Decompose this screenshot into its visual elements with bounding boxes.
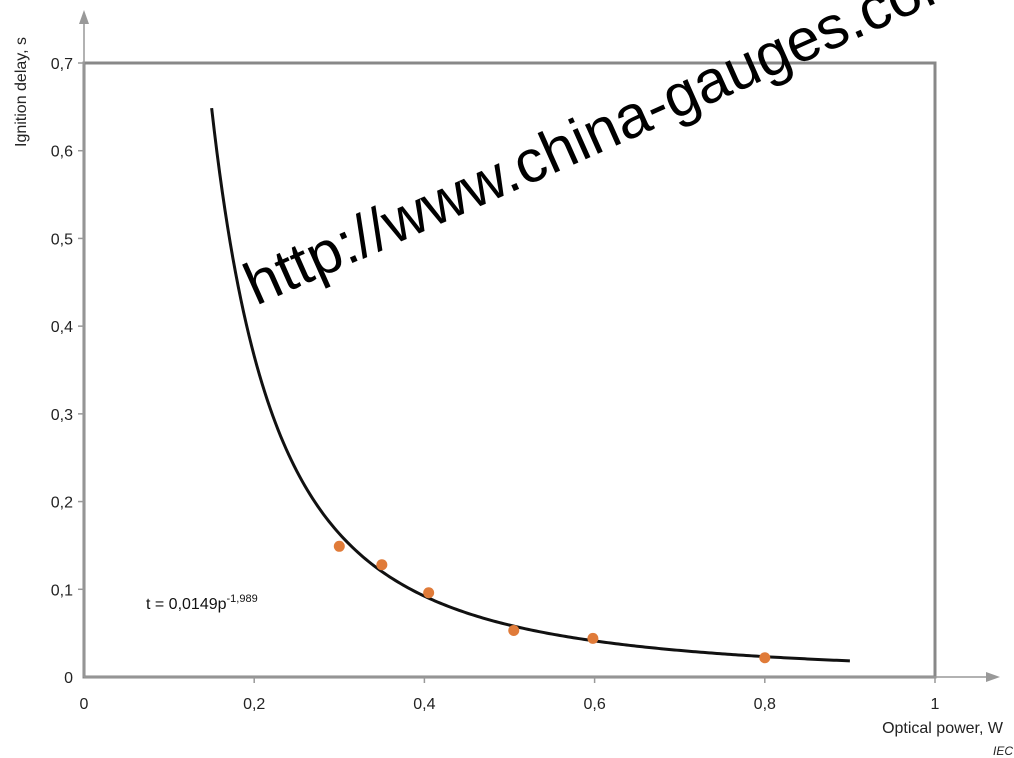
y-tick-label: 0,7	[51, 56, 73, 73]
y-tick-label: 0,4	[51, 319, 73, 336]
x-tick-label: 1	[931, 696, 940, 713]
x-tick-label: 0,8	[754, 696, 776, 713]
data-point	[508, 625, 520, 637]
y-tick-label: 0,2	[51, 495, 73, 512]
y-axis	[79, 10, 89, 677]
x-tick-label: 0,2	[243, 696, 265, 713]
x-axis-title: Optical power, W	[882, 720, 1004, 737]
data-points-layer	[333, 540, 771, 664]
y-tick-label: 0,5	[51, 231, 73, 248]
y-axis-arrow	[79, 10, 89, 24]
iec-source-label: IEC	[993, 744, 1013, 758]
fitted-curve	[210, 107, 850, 663]
x-tick-label: 0	[80, 696, 89, 713]
y-tick-label: 0,3	[51, 407, 73, 424]
y-tick-label: 0,1	[51, 582, 73, 599]
y-tick-label: 0	[64, 670, 73, 687]
watermark-text: http://www.china-gauges.com	[234, 0, 977, 318]
x-axis-arrow	[986, 672, 1000, 682]
data-point	[333, 540, 345, 552]
x-tick-labels: 0 0,2 0,4 0,6 0,8 1	[80, 677, 940, 713]
y-tick-labels: 0 0,1 0,2 0,3 0,4 0,5 0,6 0,7	[51, 56, 84, 687]
data-point	[423, 587, 435, 599]
fitted-curve-layer	[210, 107, 850, 663]
fit-equation: t = 0,0149p-1,989	[146, 593, 258, 613]
data-point	[376, 559, 388, 571]
x-tick-label: 0,4	[413, 696, 435, 713]
y-axis-title: Ignition delay, s	[13, 37, 30, 147]
data-point	[587, 632, 599, 644]
x-axis	[84, 672, 1000, 682]
data-point	[759, 652, 771, 664]
y-tick-label: 0,6	[51, 144, 73, 161]
x-tick-label: 0,6	[583, 696, 605, 713]
